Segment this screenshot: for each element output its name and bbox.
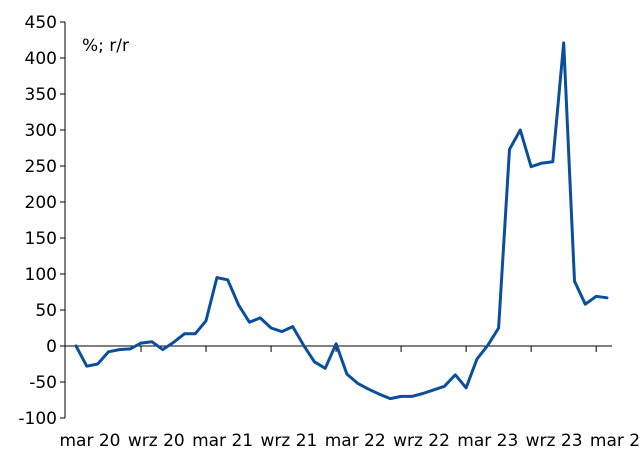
- x-tick-label: wrz 23: [526, 431, 583, 451]
- x-axis: mar 20 wrz 20 mar 21 wrz 21 mar 22 wrz 22 mar …: [59, 345, 640, 451]
- y-tick-label: 350: [25, 85, 57, 105]
- y-axis: -100 -50 0 50 100 150 200 250 300 350 400 450: [18, 13, 66, 429]
- x-tick-label: mar 24: [590, 431, 640, 451]
- y-tick-label: 150: [25, 229, 57, 249]
- y-tick-label: 50: [35, 301, 57, 321]
- series-line: [74, 41, 609, 401]
- x-tick-label: wrz 20: [128, 431, 185, 451]
- x-tick-label: mar 21: [192, 431, 253, 451]
- y-tick-label: 400: [25, 49, 57, 69]
- y-tick-label: -100: [18, 409, 57, 429]
- x-tick-label: mar 20: [59, 431, 120, 451]
- y-tick-label: -50: [29, 373, 57, 393]
- series-group: [74, 41, 609, 401]
- x-tick-label: mar 22: [325, 431, 386, 451]
- x-tick-label: wrz 22: [393, 431, 450, 451]
- y-tick-label: 100: [25, 265, 57, 285]
- y-tick-label: 0: [46, 337, 57, 357]
- y-tick-label: 450: [25, 13, 57, 33]
- x-tick-label: wrz 21: [260, 431, 317, 451]
- y-tick-label: 300: [25, 121, 57, 141]
- x-tick-label: mar 23: [457, 431, 518, 451]
- y-tick-label: 250: [25, 157, 57, 177]
- unit-annotation: %; r/r: [82, 36, 129, 56]
- y-tick-label: 200: [25, 193, 57, 213]
